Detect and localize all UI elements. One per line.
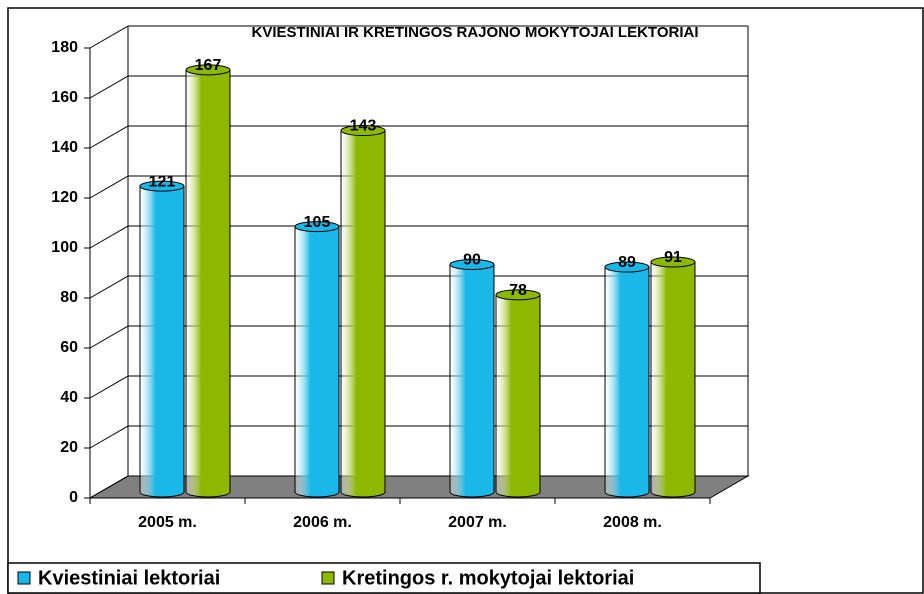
bar — [294, 226, 340, 498]
y-tick-label: 80 — [60, 289, 78, 306]
y-tick-label: 40 — [60, 389, 78, 406]
y-tick-label: 180 — [51, 39, 78, 56]
grid-line-side — [89, 325, 129, 349]
bar — [449, 264, 495, 498]
value-label: 91 — [664, 249, 682, 266]
bar — [604, 266, 650, 498]
legend-label: Kviestiniai lektoriai — [38, 567, 220, 589]
grid-line-side — [89, 225, 129, 249]
bar-top — [185, 64, 231, 76]
grid-line-side — [89, 275, 129, 299]
x-tick-label: 2008 m. — [603, 514, 662, 531]
y-tick-label: 100 — [51, 239, 78, 256]
grid-line-side — [89, 25, 129, 49]
y-tick-label: 160 — [51, 89, 78, 106]
bar — [185, 69, 231, 498]
grid-line-side — [89, 475, 129, 499]
grid-line-side — [89, 125, 129, 149]
value-label: 89 — [618, 254, 636, 271]
bar-top — [449, 259, 495, 270]
legend — [7, 562, 761, 594]
legend-label: Kretingos r. mokytojai lektoriai — [342, 567, 634, 589]
grid-line-side — [89, 425, 129, 449]
value-label: 121 — [149, 173, 176, 190]
legend-swatch — [17, 571, 31, 585]
bar — [340, 130, 386, 498]
y-tick-label: 140 — [51, 139, 78, 156]
y-tick-label: 0 — [69, 489, 78, 506]
y-tick-label: 60 — [60, 339, 78, 356]
value-label: 105 — [304, 214, 331, 231]
value-label: 143 — [350, 118, 377, 135]
legend-swatch — [321, 571, 335, 585]
grid-line-side — [89, 75, 129, 99]
value-label: 167 — [195, 57, 222, 74]
x-tick-label: 2007 m. — [448, 514, 507, 531]
y-tick-label: 20 — [60, 439, 78, 456]
bar — [650, 261, 696, 498]
bar — [139, 185, 185, 498]
y-tick-label: 120 — [51, 189, 78, 206]
bar-top — [139, 180, 185, 192]
bar-top — [495, 289, 541, 301]
value-label: 78 — [509, 282, 527, 299]
bar-top — [604, 261, 650, 273]
bar — [495, 294, 541, 498]
chart-title: KVIESTINIAI IR KRETINGOS RAJONO MOKYTOJA… — [252, 24, 699, 41]
x-tick-label: 2005 m. — [138, 514, 197, 531]
bar-top — [340, 125, 386, 137]
value-label: 90 — [463, 252, 481, 269]
bar-top — [650, 256, 696, 268]
grid-line-side — [89, 375, 129, 399]
bar-top — [294, 221, 340, 233]
grid-line-side — [89, 175, 129, 199]
x-tick-label: 2006 m. — [293, 514, 352, 531]
